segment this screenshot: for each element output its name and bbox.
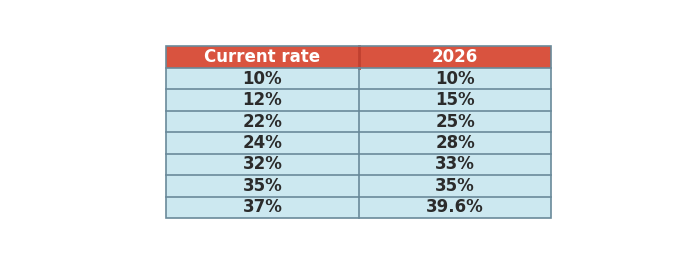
Text: Current rate: Current rate <box>204 48 321 66</box>
Text: 35%: 35% <box>435 177 475 195</box>
Text: 33%: 33% <box>435 155 475 173</box>
Text: 37%: 37% <box>242 198 282 216</box>
Text: 35%: 35% <box>243 177 282 195</box>
Text: 28%: 28% <box>435 134 475 152</box>
Text: 25%: 25% <box>435 113 475 131</box>
Text: 12%: 12% <box>243 91 282 109</box>
Text: 39.6%: 39.6% <box>426 198 484 216</box>
Text: 2026: 2026 <box>432 48 478 66</box>
Text: 15%: 15% <box>435 91 475 109</box>
Text: 22%: 22% <box>242 113 282 131</box>
Text: 10%: 10% <box>435 70 475 88</box>
Text: 32%: 32% <box>242 155 282 173</box>
Text: 10%: 10% <box>243 70 282 88</box>
Text: 24%: 24% <box>242 134 282 152</box>
